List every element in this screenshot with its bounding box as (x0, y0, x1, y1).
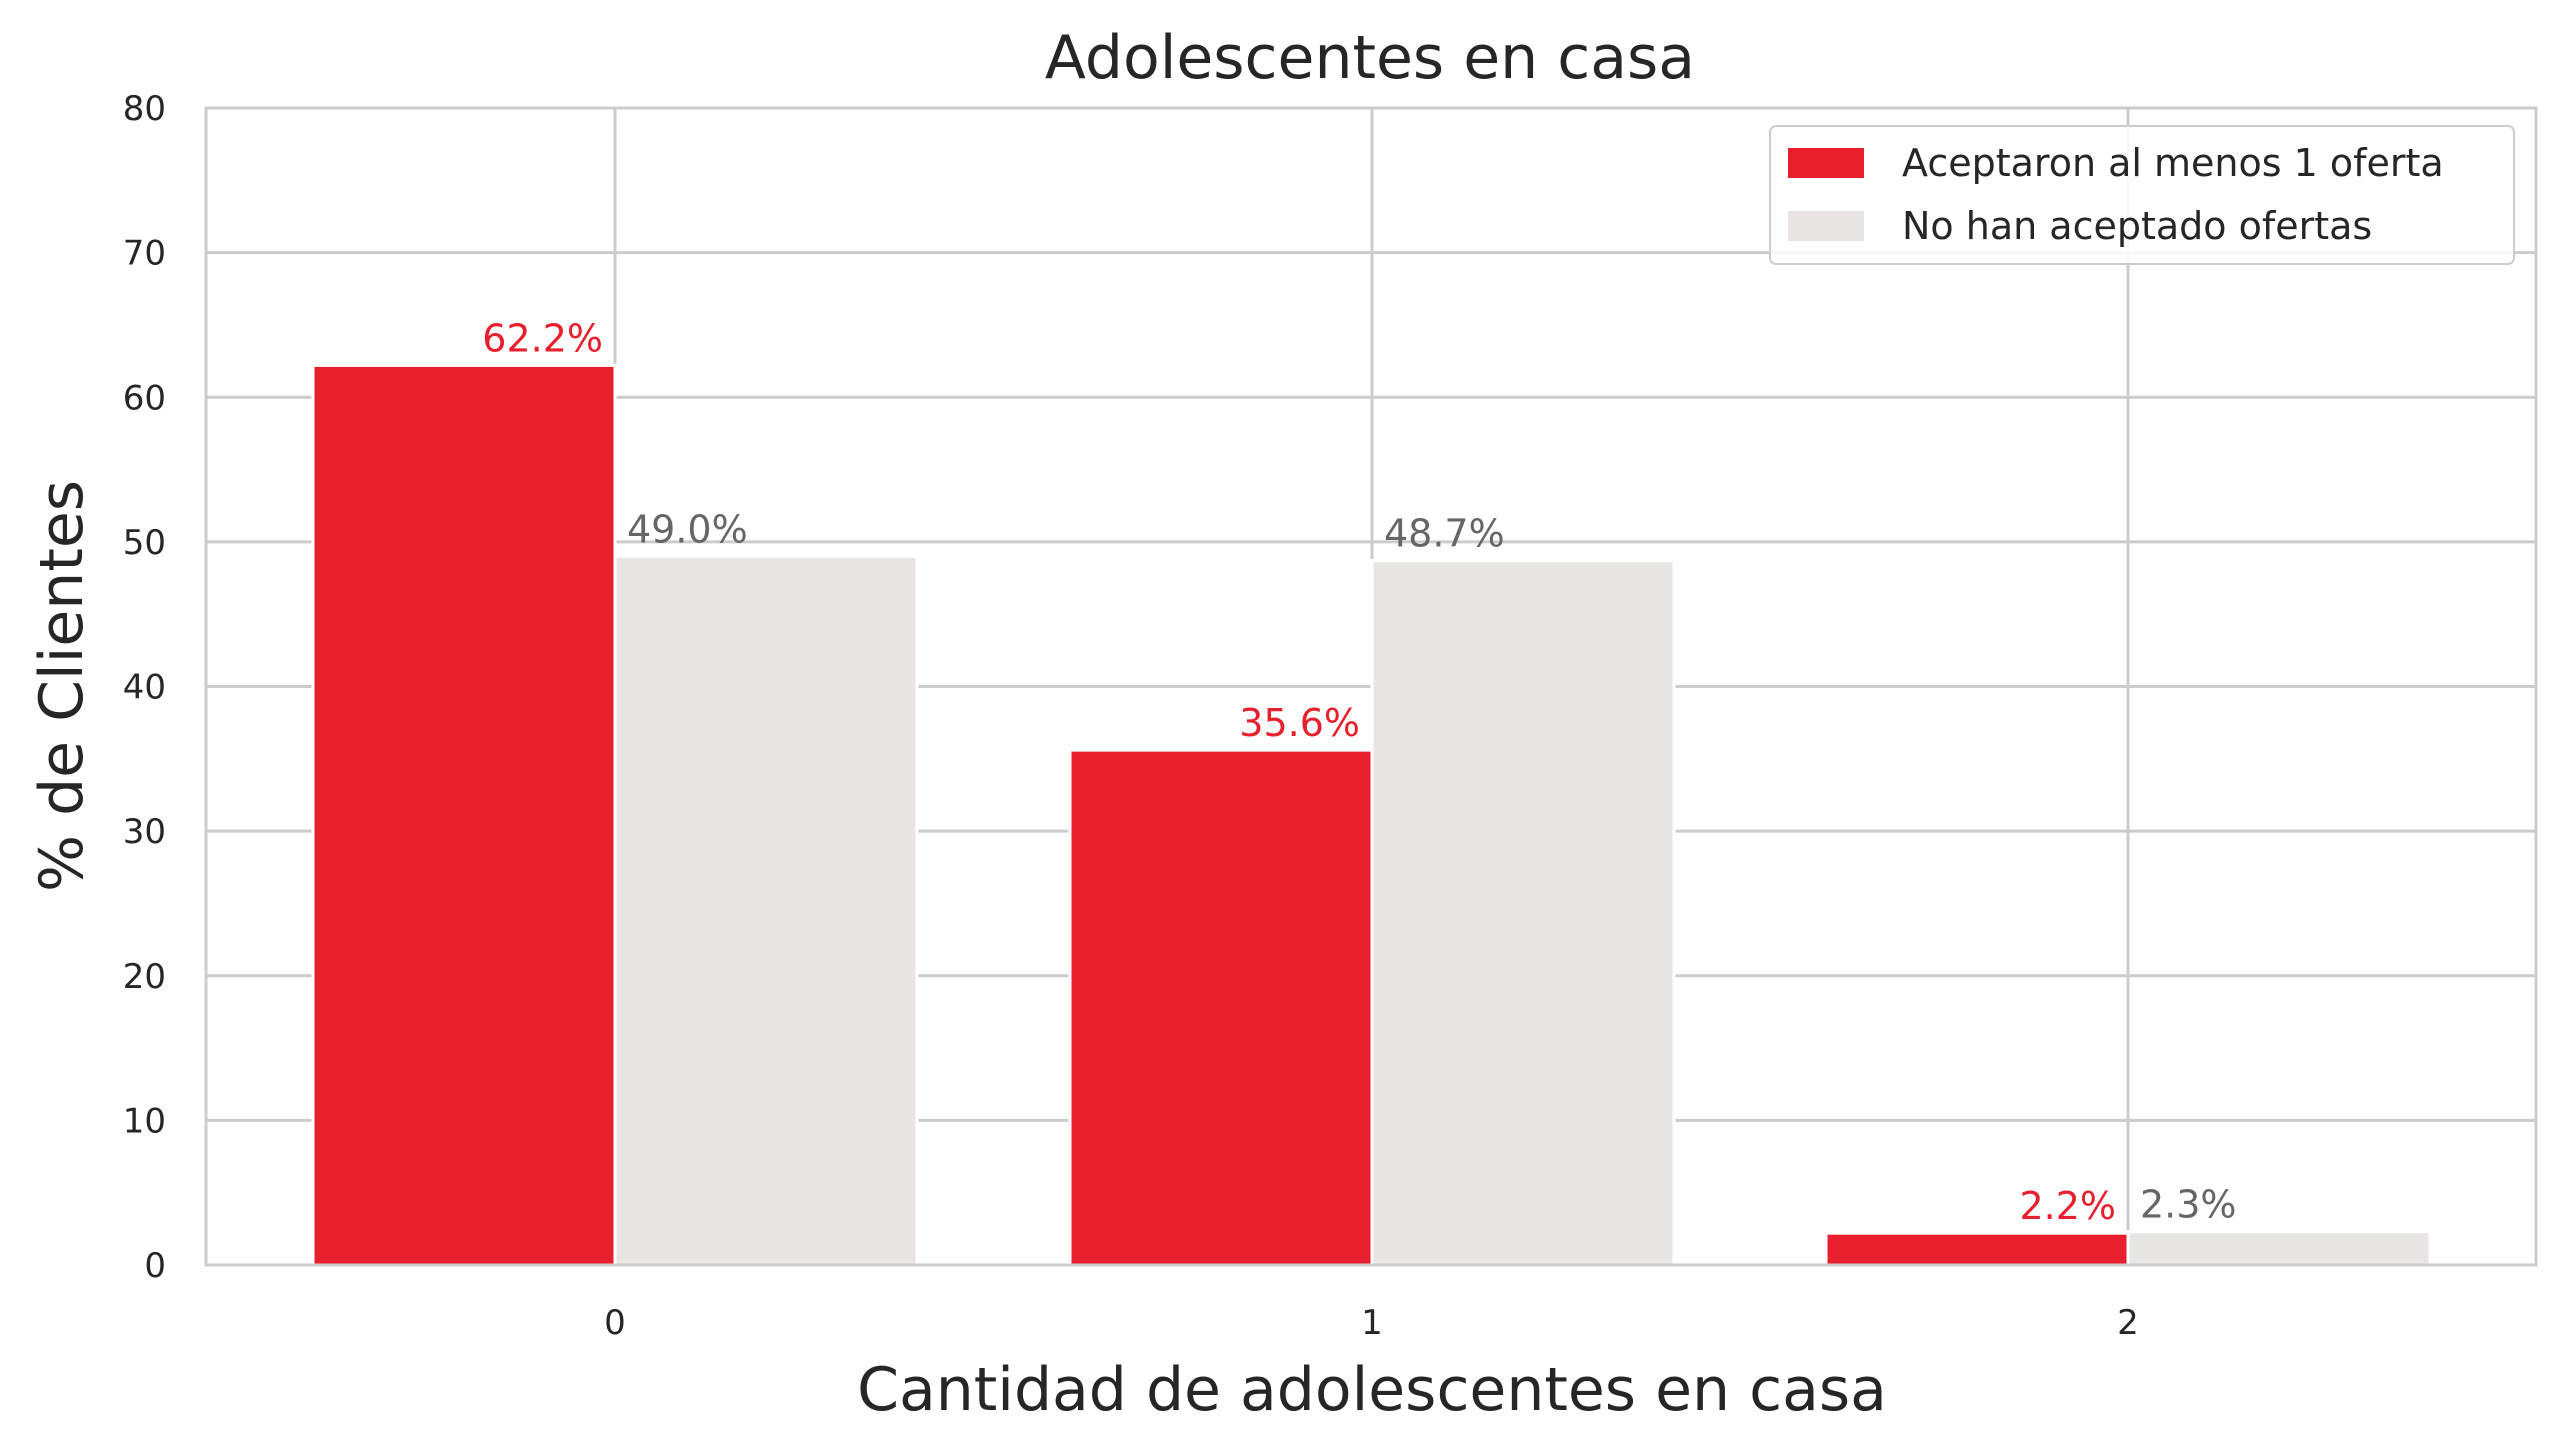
plot-frame (204, 106, 2538, 1267)
legend: Aceptaron al menos 1 oferta No han acept… (1769, 125, 2515, 265)
y-tick-label: 60 (123, 378, 166, 418)
x-tick-labels: 0 1 2 (604, 1303, 2139, 1343)
y-axis-title: % de Clientes (27, 480, 97, 892)
x-tick-label: 0 (604, 1303, 626, 1343)
y-tick-labels: 0 10 20 30 40 50 60 70 80 (123, 89, 166, 1286)
y-tick-label: 40 (123, 668, 166, 708)
bar-value-labels: 62.2% 35.6% 2.2% 49.0% 48.7% 2.3% (482, 316, 2236, 1228)
legend-swatch-aceptaron (1788, 148, 1864, 178)
bar-aceptaron-0 (311, 363, 617, 1267)
legend-label-aceptaron: Aceptaron al menos 1 oferta (1902, 141, 2444, 185)
bar-value-label: 35.6% (1239, 701, 1360, 745)
chart-title: Adolescentes en casa (1045, 23, 1695, 93)
y-tick-label: 0 (144, 1246, 166, 1286)
bar-no-aceptado-2 (2126, 1230, 2432, 1267)
legend-label-no-aceptado: No han aceptado ofertas (1902, 204, 2372, 248)
legend-box (1769, 125, 2515, 265)
y-tick-label: 10 (123, 1101, 166, 1141)
x-tick-label: 2 (2117, 1303, 2139, 1343)
bar-aceptaron-1 (1068, 748, 1374, 1267)
y-tick-label: 30 (123, 812, 166, 852)
x-axis-title: Cantidad de adolescentes en casa (857, 1355, 1887, 1425)
y-tick-label: 70 (123, 234, 166, 274)
bar-no-aceptado-1 (1370, 559, 1676, 1267)
bar-value-label: 2.3% (2140, 1183, 2237, 1227)
bar-aceptaron-2 (1824, 1231, 2130, 1267)
bar-value-label: 48.7% (1384, 512, 1505, 556)
y-tick-label: 80 (123, 89, 166, 129)
bar-value-label: 2.2% (2019, 1184, 2116, 1228)
legend-swatch-no-aceptado (1788, 211, 1864, 241)
bar-value-label: 49.0% (627, 507, 748, 551)
bar-no-aceptado-0 (613, 554, 919, 1267)
y-tick-label: 20 (123, 957, 166, 997)
y-tick-label: 50 (123, 523, 166, 563)
bar-value-label: 62.2% (482, 316, 603, 360)
bars (311, 363, 2432, 1267)
x-tick-label: 1 (1361, 1303, 1383, 1343)
